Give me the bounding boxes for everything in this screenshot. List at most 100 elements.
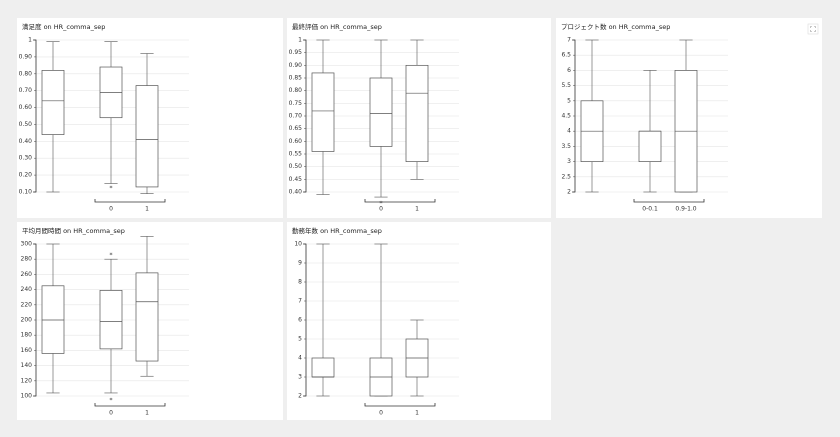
y-axis [572, 39, 576, 193]
y-tick-label: 3 [298, 374, 302, 381]
box [41, 70, 65, 135]
y-tick-label: 2 [567, 189, 571, 196]
x-tick-label: 1 [145, 206, 149, 213]
panel: 満足度 on HR_comma_sep 0.10 0.20 0.30 0.40 0.50 0… [17, 18, 283, 218]
y-axis [303, 39, 307, 193]
x-tick-label: 0.9-1.0 [675, 206, 696, 213]
chart-title: プロジェクト数 on HR_comma_sep [561, 22, 670, 31]
y-tick-label: 160 [21, 347, 33, 354]
y-tick-label: 0.60 [19, 104, 33, 111]
outlier [109, 252, 113, 256]
y-tick-label: 220 [21, 301, 33, 308]
y-tick-label: 6 [298, 317, 302, 324]
box [311, 357, 335, 378]
y-tick-label: 0.50 [19, 121, 33, 128]
x-axis [94, 403, 166, 407]
y-tick-label: 0.95 [289, 49, 303, 56]
y-tick-label: 0.40 [19, 138, 33, 145]
y-tick-label: 100 [21, 393, 33, 400]
outlier [109, 185, 113, 189]
y-tick-label: 3 [567, 158, 571, 165]
y-tick-label: 6.5 [561, 52, 571, 59]
box [638, 130, 662, 162]
y-tick-label: 0.10 [19, 189, 33, 196]
box [369, 77, 393, 147]
box [41, 285, 65, 354]
chart: プロジェクト数 on HR_comma_sep 2 2.5 3 3.5 4 4.5 5 5.5 6… [561, 22, 819, 213]
panel: プロジェクト数 on HR_comma_sep 2 2.5 3 3.5 4 4.5 5 5.5 6… [556, 18, 822, 218]
x-tick-label: 1 [415, 410, 419, 417]
y-tick-label: 0.70 [19, 87, 33, 94]
box [405, 64, 429, 162]
x-tick-label: 0 [109, 410, 113, 417]
y-tick-label: 2.5 [561, 173, 571, 180]
y-tick-label: 5 [298, 336, 302, 343]
y-tick-label: 3.5 [561, 143, 571, 150]
y-tick-label: 0.75 [289, 100, 303, 107]
chart-title: 満足度 on HR_comma_sep [22, 22, 105, 31]
y-tick-label: 0.50 [289, 163, 303, 170]
y-tick-label: 5.5 [561, 82, 571, 89]
y-tick-label: 4.5 [561, 113, 571, 120]
box [99, 290, 123, 350]
y-tick-label: 0.80 [19, 70, 33, 77]
x-axis [364, 403, 436, 407]
chart: 平均月間時間 on HR_comma_sep 100 120 140 160 180 200… [21, 226, 189, 417]
x-axis [633, 199, 705, 203]
y-tick-label: 9 [298, 260, 302, 267]
expand-icon[interactable] [807, 23, 819, 35]
y-tick-label: 0.55 [289, 151, 303, 158]
y-axis [33, 243, 37, 397]
y-tick-label: 8 [298, 279, 302, 286]
y-tick-label: 4 [298, 355, 302, 362]
y-tick-label: 5 [567, 97, 571, 104]
y-tick-label: 140 [21, 362, 33, 369]
y-tick-label: 0.60 [289, 138, 303, 145]
panel: 平均月間時間 on HR_comma_sep 100 120 140 160 180 200… [17, 222, 283, 420]
panel: 最終評価 on HR_comma_sep 0.40 0.45 0.50 0.55 0.60… [287, 18, 551, 218]
y-tick-label: 1 [298, 37, 302, 44]
y-tick-label: 0.65 [289, 125, 303, 132]
y-tick-label: 0.45 [289, 176, 303, 183]
x-axis [94, 199, 166, 203]
y-axis [33, 39, 37, 193]
chart-title: 最終評価 on HR_comma_sep [292, 22, 382, 31]
y-tick-label: 10 [294, 241, 302, 248]
box [135, 272, 159, 362]
y-tick-label: 240 [21, 286, 33, 293]
y-tick-label: 0.85 [289, 75, 303, 82]
y-tick-label: 260 [21, 271, 33, 278]
x-tick-label: 0 [109, 206, 113, 213]
y-axis [303, 243, 307, 397]
y-tick-label: 180 [21, 332, 33, 339]
expand-glyph[interactable] [810, 26, 816, 32]
x-tick-label: 0 [379, 206, 383, 213]
y-tick-label: 0.20 [19, 172, 33, 179]
y-tick-label: 1 [28, 37, 32, 44]
y-tick-label: 120 [21, 377, 33, 384]
y-tick-label: 300 [21, 241, 33, 248]
y-tick-label: 2 [298, 393, 302, 400]
expand-frame[interactable] [807, 23, 819, 35]
y-tick-label: 280 [21, 256, 33, 263]
box [311, 72, 335, 152]
y-tick-label: 7 [298, 298, 302, 305]
chart: 勤務年数 on HR_comma_sep 2 3 4 5 6 7 8 9 10 0 1 [292, 226, 459, 417]
chart-title: 平均月間時間 on HR_comma_sep [22, 226, 125, 235]
x-tick-label: 0-0.1 [642, 206, 658, 213]
y-tick-label: 0.90 [289, 62, 303, 69]
chart: 満足度 on HR_comma_sep 0.10 0.20 0.30 0.40 0.50 0… [19, 22, 189, 213]
y-tick-label: 0.30 [19, 155, 33, 162]
y-tick-label: 0.70 [289, 113, 303, 120]
panel: 勤務年数 on HR_comma_sep 2 3 4 5 6 7 8 9 10 0 1 [287, 222, 551, 420]
chart: 最終評価 on HR_comma_sep 0.40 0.45 0.50 0.55 0.60… [289, 22, 459, 213]
x-axis [364, 199, 436, 203]
box [135, 85, 159, 188]
chart-title: 勤務年数 on HR_comma_sep [292, 226, 382, 235]
y-tick-label: 0.40 [289, 189, 303, 196]
y-tick-label: 4 [567, 128, 571, 135]
y-tick-label: 7 [567, 37, 571, 44]
outlier [109, 397, 113, 401]
x-tick-label: 1 [145, 410, 149, 417]
